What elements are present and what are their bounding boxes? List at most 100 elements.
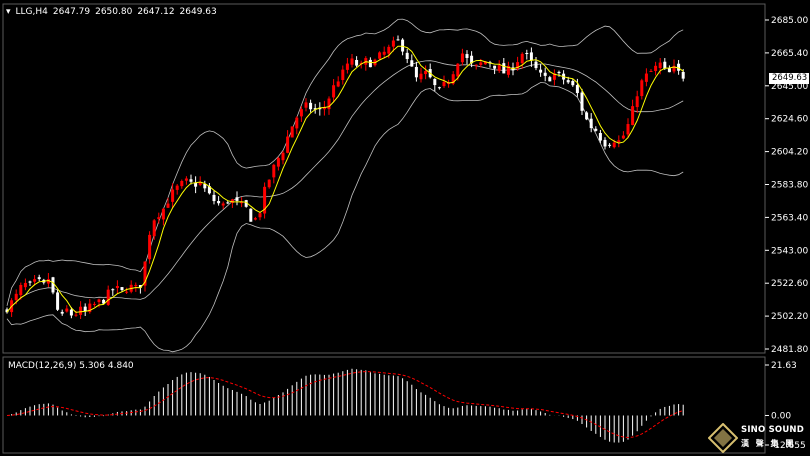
candle-body: [161, 208, 165, 220]
price-tick-label: 2563.40: [771, 213, 808, 223]
candle-body: [120, 287, 124, 291]
logo-diamond-icon: [708, 423, 738, 453]
candle-body: [286, 136, 290, 153]
price-tick-label: 2665.40: [771, 49, 808, 59]
candle-body: [23, 282, 27, 288]
open-value: 2647.79: [52, 7, 91, 17]
low-value: 2647.12: [137, 7, 175, 17]
macd-value-2: 4.840: [107, 361, 134, 371]
macd-signal-path: [6, 371, 684, 439]
candle-body: [249, 208, 253, 222]
price-axis: 2685.00 2665.40 2645.00 2624.60 2604.20 2583.…: [765, 16, 808, 355]
candle-body: [612, 142, 616, 148]
candle-body: [451, 74, 455, 84]
candle-body: [626, 124, 630, 135]
candle-body: [207, 186, 211, 194]
chart-frame: [2, 3, 766, 454]
candle-body: [456, 63, 460, 77]
candle-body: [230, 199, 234, 203]
candle-body: [203, 184, 207, 189]
price-tick-label: 2624.60: [771, 115, 808, 125]
candle-body: [410, 60, 414, 67]
candle-body: [60, 311, 64, 314]
candle-body: [166, 203, 170, 208]
candle-body: [345, 63, 349, 70]
bollinger-bands: [6, 18, 684, 353]
candle-body: [543, 72, 547, 76]
candle-body: [125, 291, 129, 293]
candle-body: [295, 117, 299, 129]
candle-body: [414, 66, 418, 78]
candle-body: [520, 53, 524, 64]
candle-body: [566, 80, 570, 83]
candle-body: [51, 277, 55, 293]
candle-body: [276, 158, 280, 167]
current-price-label: 2649.63: [769, 73, 809, 84]
macd-histogram: [11, 368, 684, 443]
candle-body: [571, 81, 575, 86]
candle-body: [557, 71, 561, 74]
candle-body: [341, 69, 345, 80]
candle-body: [667, 68, 671, 73]
candle-body: [585, 112, 589, 120]
candle-body: [263, 186, 267, 214]
candle-body: [654, 65, 658, 71]
candle-body: [198, 182, 202, 185]
candle-body: [226, 202, 230, 204]
candle-body: [539, 69, 543, 73]
price-tick-label: 2543.00: [771, 246, 808, 256]
candle-body: [672, 65, 676, 72]
candle-body: [368, 59, 372, 68]
candle-body: [65, 308, 69, 312]
macd-value-1: 5.306: [79, 361, 105, 371]
candle-body: [258, 213, 262, 218]
candle-body: [318, 107, 322, 110]
candle-body: [506, 65, 510, 75]
macd-axis: 21.63 0.00 -12.655: [765, 361, 806, 451]
candle-body: [580, 92, 584, 111]
candle-body: [290, 126, 294, 138]
candle-body: [437, 87, 441, 89]
candle-body: [355, 59, 359, 66]
macd-tick-label: -12.655: [771, 441, 806, 451]
candle-body: [217, 201, 221, 204]
candle-body: [621, 135, 625, 139]
candle-body: [244, 200, 248, 207]
candle-body: [221, 203, 225, 206]
candle-body: [272, 164, 276, 178]
candle-body: [281, 152, 285, 161]
candle-body: [470, 55, 474, 64]
logo-text-en: SINO SOUND: [741, 425, 805, 435]
candle-body: [548, 77, 552, 82]
symbol-menu-icon[interactable]: ▾: [6, 7, 11, 17]
candle-body: [313, 108, 317, 110]
candle-body: [74, 314, 78, 316]
candle-body: [143, 261, 147, 286]
candle-body: [658, 62, 662, 69]
candle-body: [479, 62, 483, 65]
bollinger-lower: [6, 82, 684, 353]
candle-body: [138, 285, 142, 288]
candle-body: [194, 182, 198, 187]
macd-name: MACD(12,26,9): [8, 361, 77, 371]
candle-body: [644, 73, 648, 82]
candle-body: [493, 65, 497, 69]
price-tick-label: 2502.20: [771, 312, 808, 322]
candle-body: [111, 289, 115, 291]
logo-text-cn: 漢 聲 集 團: [741, 439, 796, 448]
candle-body: [14, 293, 18, 301]
macd-tick-label: 21.63: [771, 361, 797, 371]
candle-body: [396, 39, 400, 41]
candle-body: [46, 279, 50, 284]
macd-header: MACD(12,26,9) 5.306 4.840: [8, 361, 134, 371]
candle-body: [115, 286, 119, 289]
macd-signal-line: [6, 371, 684, 439]
candle-body: [240, 202, 244, 204]
candle-body: [603, 139, 607, 147]
candle-body: [401, 39, 405, 52]
candle-body: [525, 52, 529, 54]
symbol-label: LLG,H4: [15, 7, 48, 17]
candle-body: [56, 292, 60, 310]
price-tick-label: 2583.80: [771, 181, 808, 191]
candle-body: [180, 181, 184, 187]
